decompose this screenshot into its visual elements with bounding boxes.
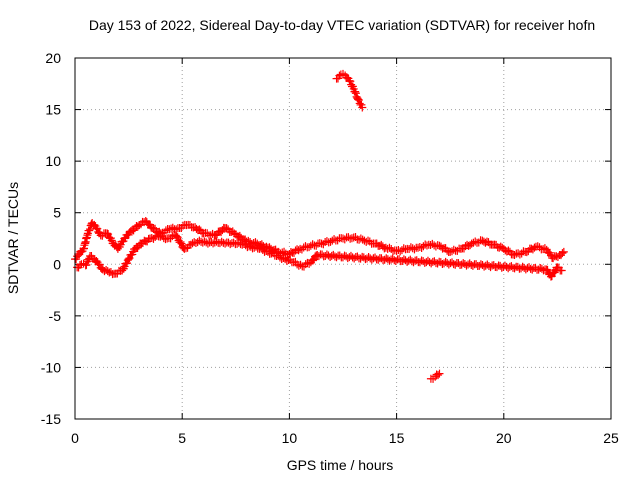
data-point: [351, 87, 360, 96]
plot-frame: [74, 57, 612, 420]
data-point: [195, 225, 204, 234]
data-point: [156, 232, 165, 241]
data-point: [415, 242, 424, 251]
data-point: [339, 234, 347, 243]
data-point: [178, 242, 187, 251]
y-tick-label: 15: [45, 102, 61, 118]
data-point: [118, 266, 127, 275]
data-point: [176, 237, 185, 246]
chart-title: Day 153 of 2022, Sidereal Day-to-day VTE…: [89, 17, 595, 33]
data-point: [449, 245, 458, 254]
data-point: [346, 77, 355, 86]
y-tick-label: -5: [49, 308, 62, 324]
y-tick-label: -15: [41, 411, 61, 427]
x-tick-label: 15: [389, 430, 405, 446]
x-tick-label: 5: [178, 430, 186, 446]
data-points: [71, 69, 568, 383]
data-point: [294, 261, 303, 270]
data-point: [85, 226, 94, 235]
data-point: [171, 231, 180, 240]
data-point: [535, 243, 544, 252]
data-point: [251, 242, 260, 251]
data-point: [330, 235, 339, 244]
data-point: [419, 242, 428, 251]
data-point: [347, 80, 356, 89]
data-point: [434, 371, 443, 380]
y-tick-label: 20: [45, 50, 61, 66]
data-point: [250, 243, 259, 252]
data-point: [387, 244, 396, 253]
data-point: [410, 245, 419, 254]
y-tick-label: 5: [53, 205, 61, 221]
data-point: [351, 89, 360, 98]
y-tick-label: -10: [41, 359, 61, 375]
data-point: [353, 94, 362, 103]
y-tick-label: 0: [53, 256, 61, 272]
data-point: [274, 251, 283, 260]
data-point: [385, 243, 394, 252]
data-point: [200, 237, 209, 246]
data-point: [241, 241, 250, 250]
data-point: [433, 241, 442, 250]
data-point: [172, 232, 181, 241]
data-point: [471, 237, 480, 246]
data-point: [258, 245, 267, 254]
data-point: [559, 247, 568, 256]
data-point: [347, 234, 356, 243]
data-point: [317, 239, 326, 248]
grid: [75, 58, 611, 419]
data-point: [557, 266, 566, 275]
data-point: [294, 246, 303, 255]
data-point: [281, 255, 290, 264]
data-point: [417, 243, 426, 252]
y-tick-label: 10: [45, 153, 61, 169]
data-point: [435, 369, 444, 378]
y-axis-label: SDTVAR / TECUs: [5, 182, 21, 294]
data-point: [297, 245, 306, 254]
data-point: [296, 260, 305, 269]
data-point: [113, 244, 122, 253]
data-point: [558, 249, 567, 258]
data-point: [147, 234, 156, 243]
data-point: [124, 255, 133, 264]
data-point: [282, 256, 291, 265]
data-point: [161, 235, 170, 244]
data-point: [356, 234, 365, 243]
data-point: [539, 245, 548, 254]
data-point: [235, 231, 244, 240]
data-point: [355, 99, 364, 108]
data-point: [161, 226, 170, 235]
x-tick-label: 25: [603, 430, 619, 446]
data-point: [103, 229, 112, 238]
data-point: [354, 95, 363, 104]
data-point: [263, 247, 272, 256]
data-point: [217, 237, 226, 246]
data-point: [346, 234, 355, 243]
x-tick-label: 10: [282, 430, 298, 446]
data-point: [234, 238, 243, 247]
data-point: [397, 246, 406, 255]
data-point: [540, 244, 549, 253]
data-point: [354, 95, 363, 104]
x-tick-label: 20: [496, 430, 512, 446]
x-axis-label: GPS time / hours: [287, 457, 394, 473]
data-point: [217, 228, 226, 237]
data-point: [303, 258, 312, 267]
x-tick-label: 0: [71, 430, 79, 446]
data-point: [296, 244, 305, 253]
data-point: [358, 103, 367, 112]
data-point: [257, 244, 266, 253]
